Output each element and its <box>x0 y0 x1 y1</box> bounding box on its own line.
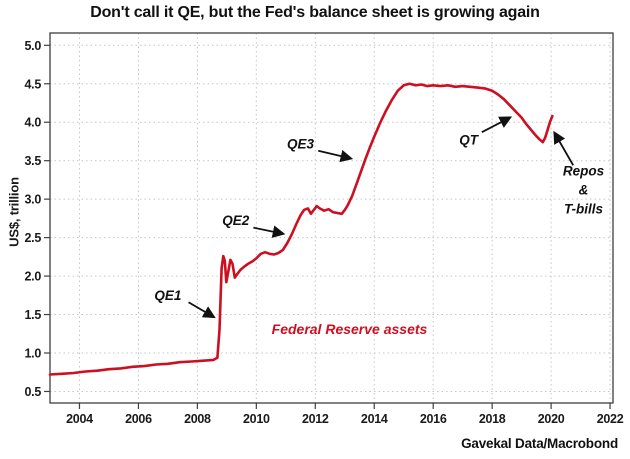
y-tick-label: 3.0 <box>25 193 42 207</box>
y-tick-label: 4.5 <box>25 77 42 91</box>
source-attribution: Gavekal Data/Macrobond <box>461 436 618 451</box>
y-tick-label: 5.0 <box>25 39 42 53</box>
annotation-arrow <box>188 301 216 319</box>
plot-border <box>49 32 614 404</box>
y-tick-label: 0.5 <box>25 385 42 399</box>
y-tick-label: 4.0 <box>25 116 42 130</box>
y-tick-label: 1.5 <box>25 308 42 322</box>
x-tick-label: 2004 <box>66 412 93 426</box>
x-tick-label: 2020 <box>538 412 565 426</box>
annotation-arrow <box>553 130 574 166</box>
y-tick-label: 2.0 <box>25 270 42 284</box>
chart-title: Don't call it QE, but the Fed's balance … <box>90 4 540 21</box>
x-tick-label: 2022 <box>597 412 624 426</box>
x-tick-label: 2016 <box>420 412 447 426</box>
annotation-label: QE3 <box>287 136 315 151</box>
annotation-label: QT <box>459 132 480 147</box>
y-tick-label: 3.5 <box>25 154 42 168</box>
x-tick-label: 2006 <box>125 412 152 426</box>
x-tick-label: 2018 <box>479 412 506 426</box>
annotation-arrow <box>253 225 286 238</box>
annotation-label: QE1 <box>154 288 181 303</box>
x-tick-label: 2012 <box>302 412 329 426</box>
annotation-arrow <box>318 149 354 163</box>
annotation-arrow <box>481 116 513 134</box>
fed-assets-line <box>48 82 554 376</box>
y-tick-label: 1.0 <box>25 347 42 361</box>
y-tick-label: 2.5 <box>25 231 42 245</box>
annotation-label: Repos & T-bills <box>563 163 605 216</box>
annotation-label: QE2 <box>222 213 250 228</box>
x-tick-label: 2010 <box>243 412 270 426</box>
series-label: Federal Reserve assets <box>272 321 428 337</box>
x-tick-label: 2014 <box>361 412 388 426</box>
x-tick-label: 2008 <box>184 412 211 426</box>
